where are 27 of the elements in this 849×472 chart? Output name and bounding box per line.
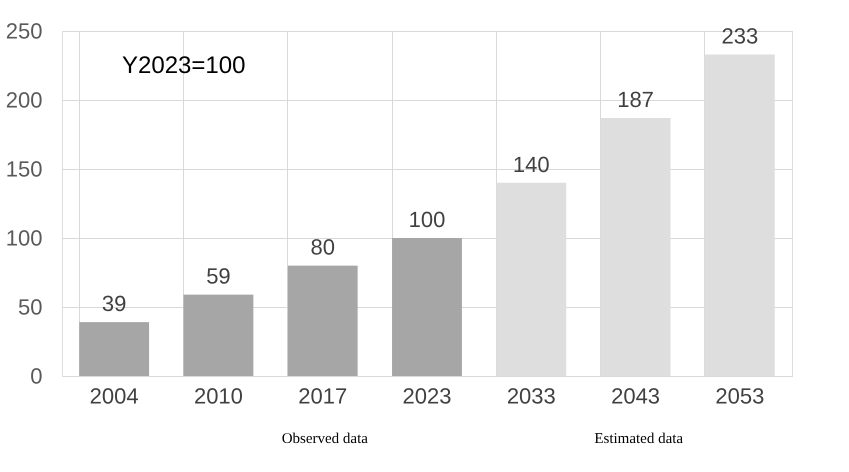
x-tick-label: 2043: [611, 384, 660, 408]
y-tick-label: 0: [30, 364, 42, 388]
text: Estimated data: [594, 431, 684, 447]
bar: [79, 322, 150, 376]
bar: [392, 238, 462, 376]
data-label: 59: [206, 264, 231, 289]
bar: [183, 294, 254, 376]
data-label: 100: [408, 207, 446, 232]
data-label: 233: [722, 23, 758, 48]
x-tick-label: 2033: [506, 384, 556, 408]
x-tick-label: 2053: [715, 384, 764, 408]
annotation: Y2023=100: [122, 52, 246, 79]
y-tick-label: 50: [18, 294, 42, 320]
y-tick-label: 150: [6, 156, 42, 182]
y-tick-label: 250: [6, 18, 42, 44]
data-label: 140: [512, 152, 550, 177]
x-tick-label: 2023: [402, 384, 452, 408]
data-label: 80: [310, 234, 335, 260]
text: Observed data: [282, 431, 368, 447]
data-label: 187: [617, 86, 654, 112]
x-tick-label: 2010: [194, 384, 243, 408]
x-tick-label: 2017: [298, 384, 348, 408]
y-tick-label: 100: [6, 226, 42, 250]
y-tick-label: 200: [6, 88, 42, 112]
x-tick-label: 2004: [90, 384, 139, 408]
bar: [288, 266, 358, 376]
data-label: 39: [102, 291, 126, 316]
